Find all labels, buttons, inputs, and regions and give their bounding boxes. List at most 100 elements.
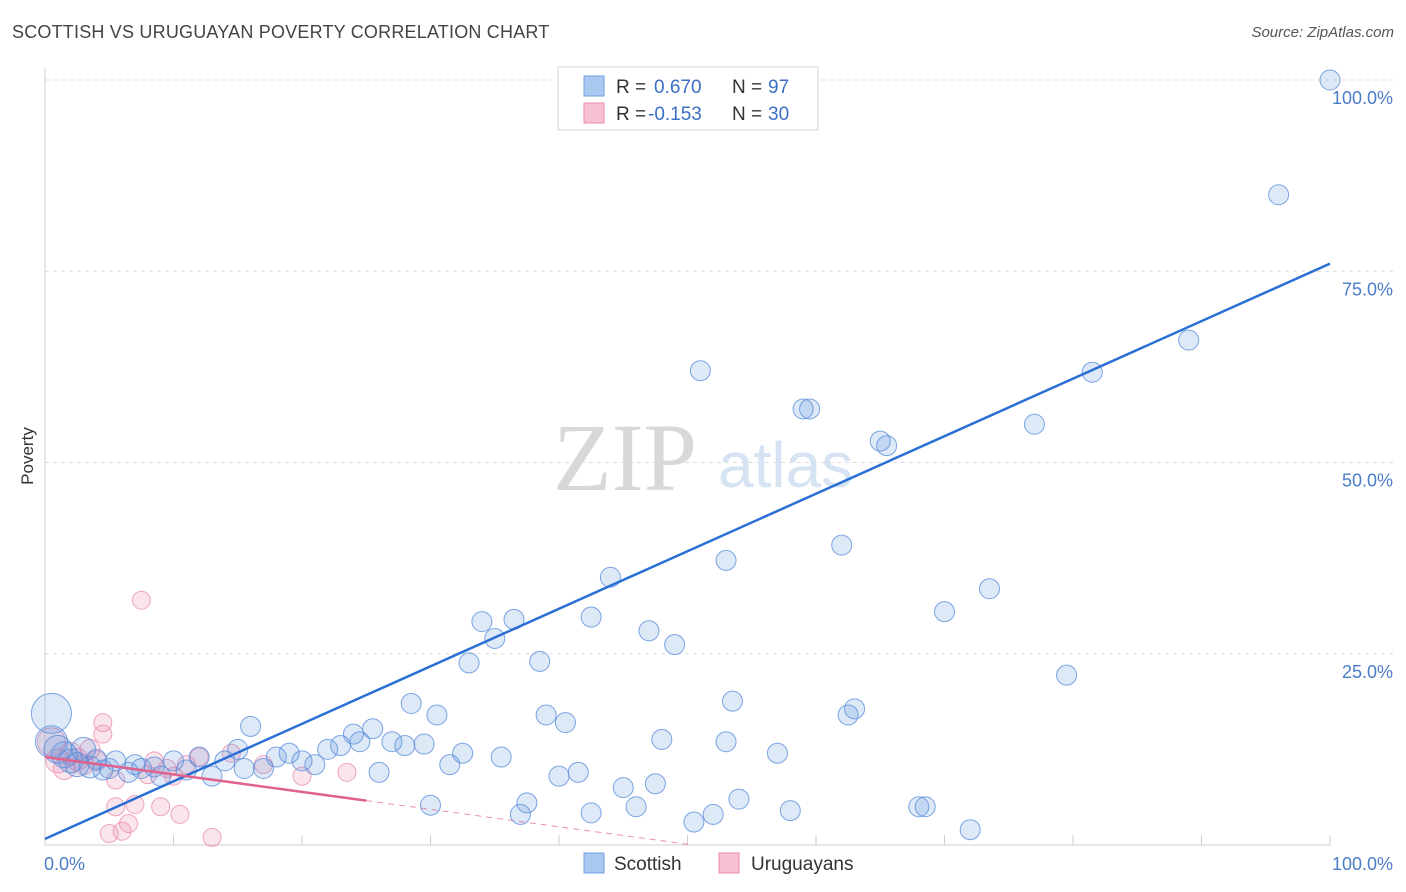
scottish-point (413, 733, 435, 755)
uruguayan-point (170, 804, 190, 824)
legend-r-label: R = (616, 77, 646, 98)
x-tick-labels: 0.0% 100.0% (44, 854, 1393, 874)
scottish-point (599, 566, 621, 588)
legend-swatch-scottish (583, 852, 605, 874)
chart-title: SCOTTISH VS URUGUAYAN POVERTY CORRELATIO… (12, 22, 550, 42)
scottish-point (471, 611, 493, 633)
scottish-point (317, 738, 339, 760)
scottish-point (837, 704, 859, 726)
scottish-point (914, 796, 936, 818)
scottish-point (535, 704, 557, 726)
legend-label-scottish: Scottish (614, 854, 682, 875)
scottish-point (934, 601, 955, 623)
scottish-point (548, 765, 570, 787)
scottish-point (1178, 329, 1200, 351)
legend-r-value: 0.670 (654, 77, 702, 98)
watermark-atlas: atlas (718, 429, 853, 501)
scottish-point (721, 690, 743, 712)
y-tick-label: 50.0% (1342, 471, 1393, 491)
uruguayan-point (189, 747, 209, 767)
uruguayan-point (119, 814, 139, 834)
scottish-point (291, 750, 313, 772)
scottish-point (978, 578, 1000, 600)
uruguayan-point (112, 821, 132, 841)
legend-r-label: R = (616, 104, 646, 125)
legend-swatch-uruguayan (718, 852, 740, 874)
uruguayan-trend-line (44, 755, 367, 802)
scottish-point (876, 435, 898, 457)
scottish-point (278, 742, 300, 764)
scottish-point (240, 715, 262, 737)
scottish-point (625, 796, 647, 818)
scottish-point (715, 549, 737, 571)
scottish-point (1268, 184, 1290, 206)
uruguayan-point (292, 766, 312, 786)
legend-r-value: -0.153 (648, 104, 702, 125)
scottish-point (1023, 413, 1045, 435)
scottish-point (381, 731, 403, 753)
correlation-legend: R = 0.670 N = 97 R = -0.153 N = 30 (557, 66, 819, 131)
scottish-point (612, 777, 634, 799)
scottish-point (420, 794, 441, 816)
scottish-point (779, 800, 801, 822)
scottish-point (304, 754, 326, 776)
y-tick-label: 25.0% (1342, 662, 1393, 682)
scottish-point (233, 758, 255, 779)
uruguayan-point (337, 762, 357, 782)
x-tick-label: 0.0% (44, 854, 85, 874)
scottish-point (516, 792, 538, 814)
scottish-points (30, 69, 1341, 841)
scottish-point (394, 735, 416, 757)
axes (44, 68, 1331, 846)
uruguayan-point (93, 713, 113, 733)
trend-lines (44, 262, 1331, 846)
y-axis-label: Poverty (18, 427, 37, 485)
scottish-point (368, 761, 390, 783)
scottish-point (683, 811, 705, 833)
scottish-point (689, 360, 711, 382)
scottish-point (580, 606, 602, 628)
scottish-point (702, 803, 724, 825)
watermark: ZIP atlas (553, 404, 853, 511)
scottish-point (452, 742, 474, 764)
legend-n-label: N = (732, 104, 762, 125)
legend-swatch-uruguayan (583, 102, 605, 124)
scottish-point (580, 802, 602, 824)
scottish-point (554, 712, 576, 734)
scottish-point (1056, 664, 1078, 686)
series-legend: Scottish Uruguayans (583, 852, 853, 875)
legend-n-value: 30 (768, 104, 789, 125)
scottish-point (490, 746, 512, 768)
scottish-point (529, 650, 551, 672)
scottish-point (1319, 69, 1341, 91)
uruguayan-point (93, 724, 113, 744)
scottish-point (766, 742, 788, 764)
scottish-point (30, 692, 72, 734)
y-tick-label: 75.0% (1342, 279, 1393, 299)
uruguayan-point (131, 590, 151, 610)
scottish-point (638, 620, 660, 642)
scottish-point (644, 773, 666, 795)
scottish-point (664, 634, 686, 656)
legend-n-label: N = (732, 77, 762, 98)
scottish-point (792, 398, 814, 420)
uruguayan-points (36, 590, 357, 847)
scottish-point (567, 761, 589, 783)
scottish-point (651, 728, 673, 750)
scottish-point (426, 704, 448, 726)
y-tick-labels: 25.0% 50.0% 75.0% 100.0% (1332, 88, 1393, 682)
scottish-point (188, 746, 210, 768)
y-tick-label: 100.0% (1332, 88, 1393, 108)
scottish-point (265, 746, 287, 768)
scottish-point (715, 731, 737, 753)
scottish-point (400, 692, 422, 714)
scottish-point (844, 698, 866, 720)
scottish-point (799, 398, 821, 420)
scottish-point (728, 788, 750, 810)
scottish-point (959, 819, 981, 841)
legend-label-uruguayan: Uruguayans (751, 854, 853, 875)
source-label: Source: ZipAtlas.com (1251, 24, 1394, 41)
uruguayan-point (151, 797, 171, 817)
scottish-point (509, 803, 531, 825)
